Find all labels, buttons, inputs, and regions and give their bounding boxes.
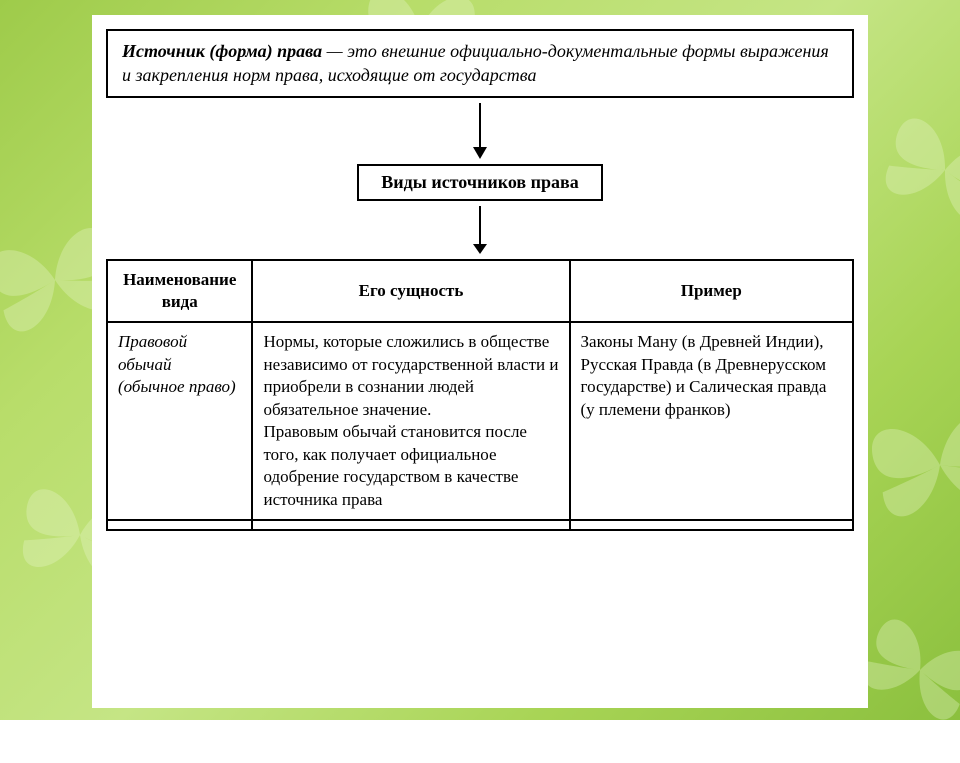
- definition-term: Источник (форма) права: [122, 41, 322, 61]
- table-header-row: Наименование вида Его сущность Пример: [107, 260, 853, 323]
- header-example: Пример: [570, 260, 853, 323]
- spacer-cell: [107, 520, 252, 530]
- cell-type-name: Правовой обычай (обычное право): [107, 322, 252, 520]
- header-example-text: Пример: [681, 281, 742, 300]
- cell-type-name-text: Правовой обычай (обычное право): [118, 332, 236, 396]
- arrow-1: [106, 98, 854, 164]
- arrow-2: [106, 201, 854, 259]
- table-row: Правовой обычай (обычное право) Нормы, к…: [107, 322, 853, 520]
- types-table: Наименование вида Его сущность Пример Пр…: [106, 259, 854, 531]
- spacer-cell: [252, 520, 569, 530]
- header-name-text: Наименование вида: [123, 270, 236, 311]
- header-essence-text: Его сущность: [359, 281, 464, 300]
- table-row: [107, 520, 853, 530]
- header-essence: Его сущность: [252, 260, 569, 323]
- cell-example: Законы Ману (в Древней Индии), Русская П…: [570, 322, 853, 520]
- spacer-cell: [570, 520, 853, 530]
- header-name: Наименование вида: [107, 260, 252, 323]
- definition-dash: —: [322, 41, 347, 61]
- types-title-box: Виды источников права: [357, 164, 602, 201]
- content-panel: Источник (форма) права — это внешние офи…: [92, 15, 868, 708]
- types-title: Виды источников права: [381, 172, 578, 192]
- definition-box: Источник (форма) права — это внешние офи…: [106, 29, 854, 98]
- cell-example-text: Законы Ману (в Древней Индии), Русская П…: [581, 332, 827, 418]
- cell-essence: Нормы, которые сложились в обществе неза…: [252, 322, 569, 520]
